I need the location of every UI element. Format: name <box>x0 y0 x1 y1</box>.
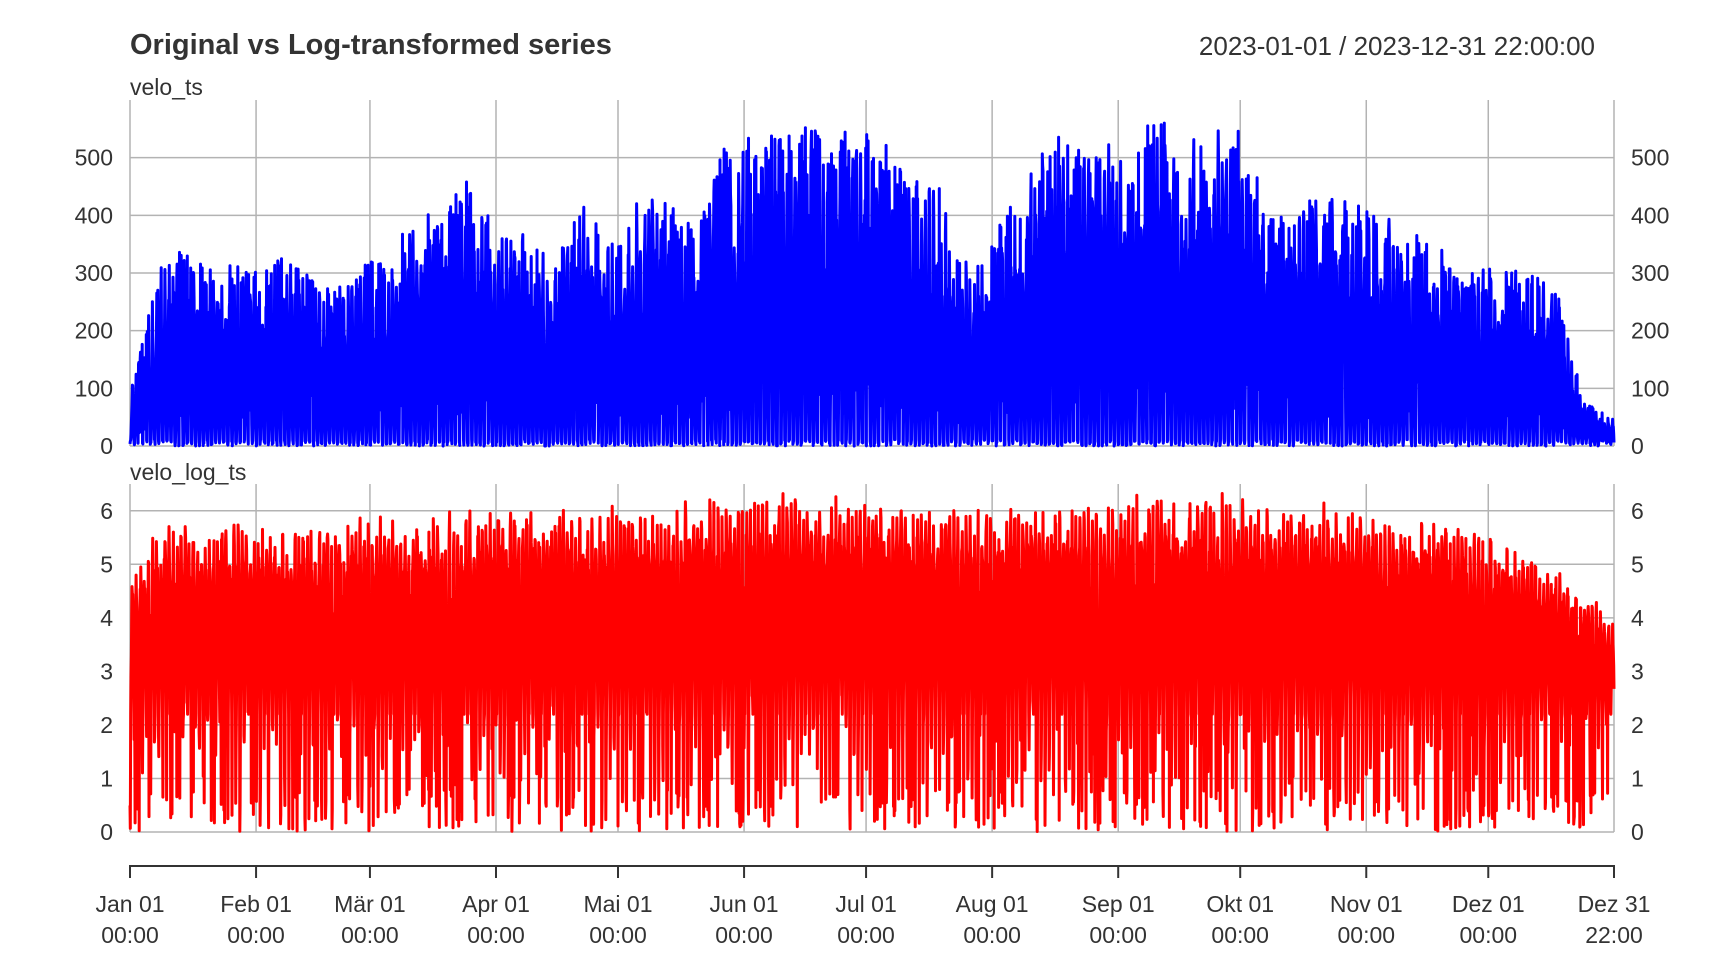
x-tick-label-date: Aug 01 <box>956 891 1029 917</box>
x-tick-label-date: Dez 01 <box>1452 891 1525 917</box>
x-tick-label-time: 00:00 <box>1337 922 1395 948</box>
x-tick-label-time: 00:00 <box>963 922 1021 948</box>
y-tick-label-right: 0 <box>1631 433 1644 459</box>
panel-velo_log_ts: velo_log_ts 0 0 1 1 2 2 3 3 4 4 5 5 6 6 <box>100 459 1644 845</box>
x-tick-label-date: Nov 01 <box>1330 891 1403 917</box>
y-tick-label-left: 500 <box>75 145 113 171</box>
y-tick-label-left: 2 <box>100 712 113 738</box>
x-tick-label-time: 00:00 <box>715 922 773 948</box>
y-tick-label-right: 300 <box>1631 260 1669 286</box>
y-tick-label-left: 1 <box>100 765 113 791</box>
y-tick-label-right: 3 <box>1631 658 1644 684</box>
y-tick-label-right: 0 <box>1631 819 1644 845</box>
y-tick-label-right: 6 <box>1631 498 1644 524</box>
x-tick-label-time: 00:00 <box>227 922 285 948</box>
x-tick-label-date: Apr 01 <box>462 891 530 917</box>
x-tick-label-date: Jul 01 <box>835 891 896 917</box>
x-tick-label-time: 00:00 <box>101 922 159 948</box>
y-tick-label-left: 5 <box>100 551 113 577</box>
y-tick-label-left: 3 <box>100 658 113 684</box>
x-tick-label-date: Dez 31 <box>1578 891 1651 917</box>
y-tick-label-right: 400 <box>1631 202 1669 228</box>
date-range-label: 2023-01-01 / 2023-12-31 22:00:00 <box>1199 31 1595 61</box>
chart-title: Original vs Log-transformed series <box>130 29 612 61</box>
y-tick-label-left: 0 <box>100 819 113 845</box>
y-tick-label-right: 1 <box>1631 765 1644 791</box>
y-tick-label-left: 4 <box>100 605 113 631</box>
x-tick-label-date: Okt 01 <box>1206 891 1274 917</box>
series-line-velo_ts <box>128 121 1616 448</box>
y-tick-label-left: 0 <box>100 433 113 459</box>
y-tick-label-right: 100 <box>1631 375 1669 401</box>
y-tick-label-right: 5 <box>1631 551 1644 577</box>
x-tick-label-time: 00:00 <box>1089 922 1147 948</box>
y-tick-label-left: 100 <box>75 375 113 401</box>
x-tick-label-date: Sep 01 <box>1082 891 1155 917</box>
x-tick-label-date: Mai 01 <box>583 891 652 917</box>
y-tick-label-right: 500 <box>1631 145 1669 171</box>
y-tick-label-right: 200 <box>1631 318 1669 344</box>
y-tick-label-left: 6 <box>100 498 113 524</box>
panel-velo_ts: velo_ts 0 0 100 100 200 200 300 300 400 400 500 500 <box>75 74 1670 459</box>
panel-label-velo_log_ts: velo_log_ts <box>130 459 246 485</box>
x-tick-label-time: 22:00 <box>1585 922 1643 948</box>
y-tick-label-left: 300 <box>75 260 113 286</box>
y-tick-label-right: 4 <box>1631 605 1644 631</box>
x-axis: Jan 01 00:00 Feb 01 00:00 Mär 01 00:00 Apr 01 0… <box>95 865 1650 948</box>
series-line-velo_log_ts <box>128 492 1616 833</box>
x-tick-label-time: 00:00 <box>1459 922 1517 948</box>
y-tick-label-left: 400 <box>75 202 113 228</box>
x-tick-label-date: Jun 01 <box>710 891 779 917</box>
y-tick-label-right: 2 <box>1631 712 1644 738</box>
x-tick-label-date: Feb 01 <box>220 891 292 917</box>
x-tick-label-time: 00:00 <box>589 922 647 948</box>
x-tick-label-date: Mär 01 <box>334 891 406 917</box>
y-tick-label-left: 200 <box>75 318 113 344</box>
x-tick-label-date: Jan 01 <box>95 891 164 917</box>
panel-label-velo_ts: velo_ts <box>130 74 203 100</box>
x-tick-label-time: 00:00 <box>467 922 525 948</box>
x-tick-label-time: 00:00 <box>1211 922 1269 948</box>
x-tick-label-time: 00:00 <box>837 922 895 948</box>
x-tick-label-time: 00:00 <box>341 922 399 948</box>
